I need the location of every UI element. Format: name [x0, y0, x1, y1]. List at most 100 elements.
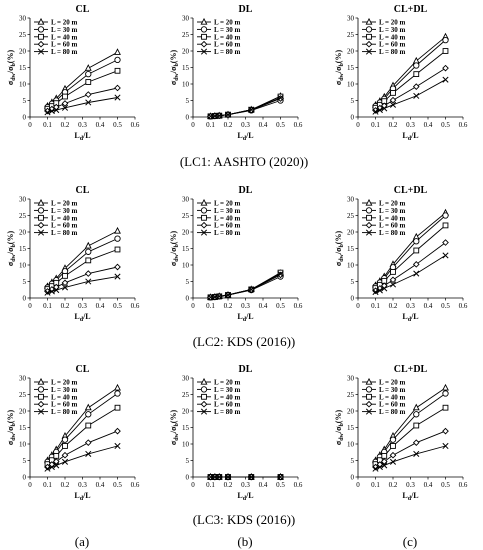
legend-marker: [366, 33, 372, 40]
legend-marker: [37, 408, 45, 415]
legend-label: L = 60 m: [379, 222, 406, 230]
y-tick-label: 20: [182, 229, 190, 237]
column-letter-a: (a): [75, 534, 89, 549]
y-tick-label: 20: [182, 48, 190, 56]
x-tick-label: 0.3: [406, 302, 415, 310]
legend: L = 20 mL = 30 mL = 40 mL = 60 mL = 80 m: [362, 377, 406, 416]
data-point: [413, 71, 420, 77]
data-point: [53, 107, 60, 114]
data-point: [389, 96, 397, 104]
y-axis-label: σdw/σb(%): [334, 231, 345, 267]
y-axis-label: σdw/σb(%): [169, 231, 180, 267]
series-4: [207, 94, 284, 120]
legend-label: L = 30 m: [51, 207, 78, 215]
x-axis-label: Ld/L: [237, 312, 253, 323]
legend-label: L = 20 m: [51, 200, 78, 208]
y-axis-label: σdw/σb(%): [6, 231, 17, 267]
data-point: [413, 270, 420, 277]
data-point: [248, 473, 255, 481]
legend-label: L = 80 m: [214, 229, 241, 237]
data-point: [412, 261, 420, 268]
legend-label: L = 60 m: [214, 401, 241, 409]
y-tick-label: 30: [182, 15, 190, 23]
data-point: [442, 252, 449, 259]
legend-label: L = 20 m: [214, 19, 241, 27]
legend-label: L = 30 m: [51, 386, 78, 394]
data-point: [114, 56, 121, 64]
data-point: [442, 427, 449, 435]
chart-lc1-cl: CL 0 0.1 0.2 0.3 0.4 0.5 0.6 0 5 10 15 20 25 30 Ld/L σdw…: [6, 4, 140, 142]
legend-label: L = 80 m: [51, 229, 78, 237]
y-tick-label: 5: [351, 97, 355, 105]
legend-marker: [200, 377, 208, 385]
data-point: [61, 458, 69, 465]
y-tick-label: 20: [19, 48, 27, 56]
legend-marker: [200, 408, 208, 415]
legend-label: L = 80 m: [51, 48, 78, 56]
legend-marker: [37, 40, 45, 48]
legend-marker: [37, 386, 45, 393]
y-tick-label: 25: [19, 212, 27, 220]
series-3: [44, 84, 121, 115]
legend-label: L = 80 m: [51, 408, 78, 416]
legend-label: L = 30 m: [214, 207, 241, 215]
chart-lc2-cldl: CL+DL 0 0.1 0.2 0.3 0.4 0.5 0.6 0 5 10 15 20 25 30 Ld/L…: [334, 185, 468, 323]
legend-label: L = 60 m: [214, 222, 241, 230]
x-tick-label: 0.4: [424, 302, 433, 310]
legend-label: L = 60 m: [51, 41, 78, 49]
series-4: [207, 473, 284, 481]
data-point: [390, 443, 396, 449]
data-point: [114, 442, 121, 450]
x-tick-label: 0: [356, 481, 360, 489]
data-point: [442, 222, 449, 229]
chart-title: CL: [76, 364, 90, 375]
x-tick-label: 0.1: [206, 481, 215, 489]
legend-marker: [37, 400, 45, 408]
y-tick-label: 0: [23, 295, 27, 303]
legend-marker: [37, 17, 45, 25]
y-axis-label: σdw/σb(%): [6, 410, 17, 446]
data-point: [84, 91, 92, 98]
legend-marker: [365, 408, 373, 415]
data-point: [413, 238, 420, 245]
data-point: [216, 293, 223, 300]
data-point: [85, 411, 92, 418]
legend-marker: [365, 207, 373, 214]
x-tick-label: 0.2: [61, 481, 70, 489]
x-tick-label: 0.3: [78, 481, 87, 489]
y-tick-label: 0: [351, 474, 355, 482]
column-letter-b: (b): [237, 534, 252, 549]
x-tick-label: 0.4: [96, 481, 105, 489]
x-tick-label: 0.3: [241, 302, 250, 310]
y-tick-label: 5: [23, 457, 27, 465]
x-tick-label: 0.6: [459, 481, 468, 489]
data-point: [48, 288, 55, 295]
data-point: [61, 279, 69, 287]
x-tick-label: 0.6: [294, 481, 303, 489]
data-point: [248, 286, 255, 293]
legend-label: L = 80 m: [379, 48, 406, 56]
legend-label: L = 20 m: [51, 379, 78, 387]
data-point: [114, 273, 121, 280]
column-letter-c: (c): [403, 534, 417, 549]
legend-marker: [200, 221, 208, 229]
data-point: [412, 439, 420, 447]
legend: L = 20 mL = 30 mL = 40 mL = 60 mL = 80 m: [362, 17, 406, 56]
data-point: [442, 64, 449, 72]
x-tick-label: 0.3: [241, 481, 250, 489]
data-point: [413, 62, 420, 69]
y-tick-label: 20: [347, 229, 355, 237]
legend-marker: [38, 33, 44, 40]
x-tick-label: 0: [356, 121, 360, 129]
y-tick-label: 15: [182, 245, 190, 253]
data-point: [389, 451, 397, 459]
data-point: [224, 291, 232, 299]
x-tick-label: 0.3: [78, 121, 87, 129]
y-tick-label: 0: [186, 114, 190, 122]
legend-label: L = 60 m: [214, 41, 241, 49]
legend-marker: [365, 26, 373, 33]
legend-marker: [201, 33, 207, 40]
series-line: [375, 67, 446, 111]
legend-label: L = 40 m: [214, 214, 241, 222]
legend-marker: [200, 17, 208, 25]
